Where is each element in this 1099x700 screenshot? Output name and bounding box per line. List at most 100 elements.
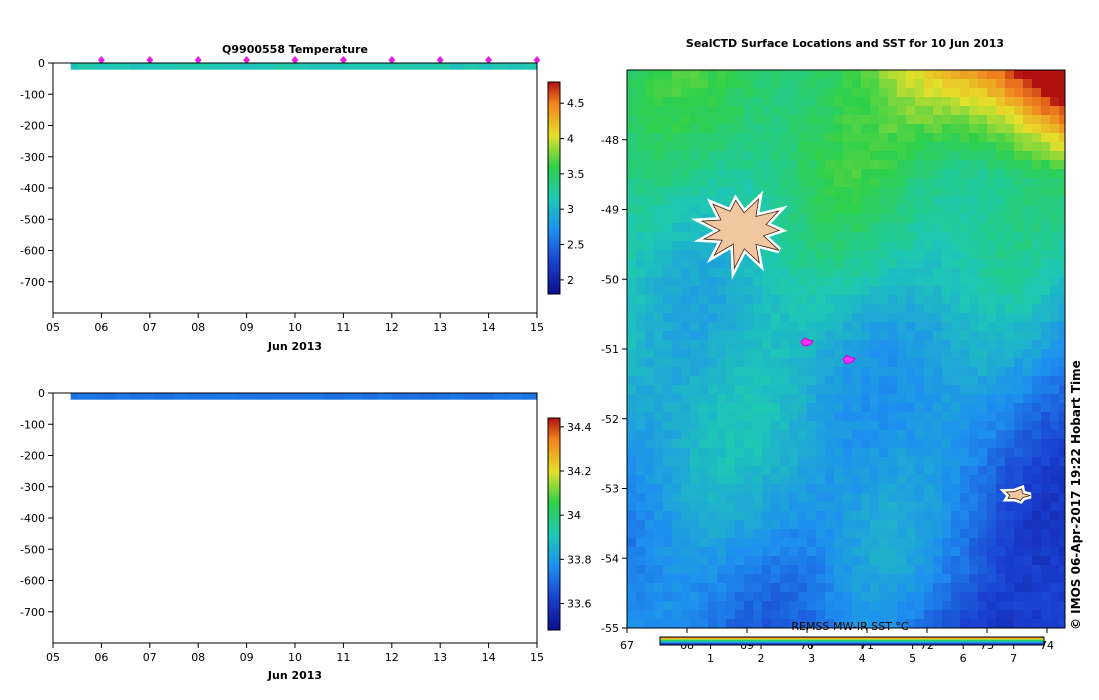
section-cell <box>77 274 97 281</box>
sst-cell <box>987 79 997 89</box>
section-cell <box>406 206 421 213</box>
sst-cell <box>654 106 664 116</box>
sst-cell <box>960 331 970 341</box>
sst-cell <box>681 430 691 440</box>
sst-cell <box>861 583 871 593</box>
sst-cell <box>852 466 862 476</box>
sst-cell <box>1032 520 1042 530</box>
sst-cell <box>879 322 889 332</box>
section-cell <box>535 343 540 350</box>
sst-cell <box>960 403 970 413</box>
section-cell <box>275 393 296 400</box>
sst-cell <box>627 277 637 287</box>
sst-cell <box>690 484 700 494</box>
section-cell <box>479 7 494 14</box>
section-cell <box>70 393 78 400</box>
sst-cell <box>906 277 916 287</box>
section-cell <box>406 63 422 70</box>
sst-cell <box>996 331 1006 341</box>
section-cell <box>493 38 508 45</box>
sst-cell <box>933 88 943 98</box>
sst-cell <box>951 439 961 449</box>
sst-cell <box>708 592 718 602</box>
sst-cell <box>1014 448 1024 458</box>
section-cell <box>464 0 479 1</box>
section-cell <box>256 19 276 26</box>
sst-cell <box>744 529 754 539</box>
sst-cell <box>699 376 709 386</box>
sst-cell <box>672 304 682 314</box>
section-cell <box>343 224 363 231</box>
sst-cell <box>654 160 664 170</box>
sst-cell <box>942 376 952 386</box>
sst-cell <box>690 133 700 143</box>
sst-cell <box>1014 412 1024 422</box>
sst-cell <box>879 187 889 197</box>
sst-cell <box>942 520 952 530</box>
section-cell <box>310 243 325 250</box>
sst-cell <box>960 421 970 431</box>
section-cell <box>435 268 450 275</box>
sst-cell <box>771 151 781 161</box>
sst-cell <box>708 313 718 323</box>
section-cell <box>130 293 145 300</box>
section-cell <box>97 362 117 369</box>
section-cell <box>406 381 421 388</box>
sst-cell <box>663 151 673 161</box>
section-cell <box>276 0 296 1</box>
sst-cell <box>969 232 979 242</box>
sst-cell <box>879 376 889 386</box>
sst-cell <box>987 133 997 143</box>
sst-cell <box>1050 340 1060 350</box>
sst-cell <box>942 412 952 422</box>
sst-cell <box>843 331 853 341</box>
section-cell <box>508 287 523 294</box>
sst-cell <box>969 340 979 350</box>
date-tick-label: 09 <box>240 321 254 334</box>
section-cell <box>295 256 310 263</box>
section-cell <box>276 193 296 200</box>
sst-cell <box>771 331 781 341</box>
section-cell <box>189 349 204 356</box>
sst-cell <box>852 592 862 602</box>
section-cell <box>464 256 479 263</box>
section-cell <box>435 381 450 388</box>
sst-cell <box>780 529 790 539</box>
section-cell <box>77 337 97 344</box>
section-cell <box>421 343 436 350</box>
sst-cell <box>915 241 925 251</box>
section-cell <box>421 7 436 14</box>
sst-cell <box>897 133 907 143</box>
sst-cell <box>843 340 853 350</box>
sst-cell <box>996 430 1006 440</box>
section-cell <box>237 356 257 363</box>
sst-cell <box>879 178 889 188</box>
sst-cell <box>627 601 637 611</box>
sst-cell <box>843 520 853 530</box>
sst-cell <box>816 394 826 404</box>
section-cell <box>450 374 465 381</box>
section-cell <box>435 368 450 375</box>
sst-cell <box>987 286 997 296</box>
sst-cell <box>1050 142 1060 152</box>
section-cell <box>155 268 175 275</box>
sst-cell <box>924 70 934 80</box>
sst-cell <box>843 349 853 359</box>
sst-cell <box>996 286 1006 296</box>
sst-cell <box>825 187 835 197</box>
section-cell <box>523 231 536 238</box>
section-cell <box>464 349 479 356</box>
sst-cell <box>951 277 961 287</box>
sst-cell <box>681 358 691 368</box>
date-tick-label: 05 <box>46 321 60 334</box>
section-cell <box>116 274 131 281</box>
sst-cell <box>1041 520 1051 530</box>
sst-cell <box>762 358 772 368</box>
sst-cell <box>645 241 655 251</box>
sst-cell <box>969 385 979 395</box>
sst-cell <box>1041 88 1051 98</box>
sst-cell <box>744 610 754 620</box>
sst-cell <box>690 223 700 233</box>
section-cell <box>189 256 204 263</box>
sst-cell <box>933 583 943 593</box>
